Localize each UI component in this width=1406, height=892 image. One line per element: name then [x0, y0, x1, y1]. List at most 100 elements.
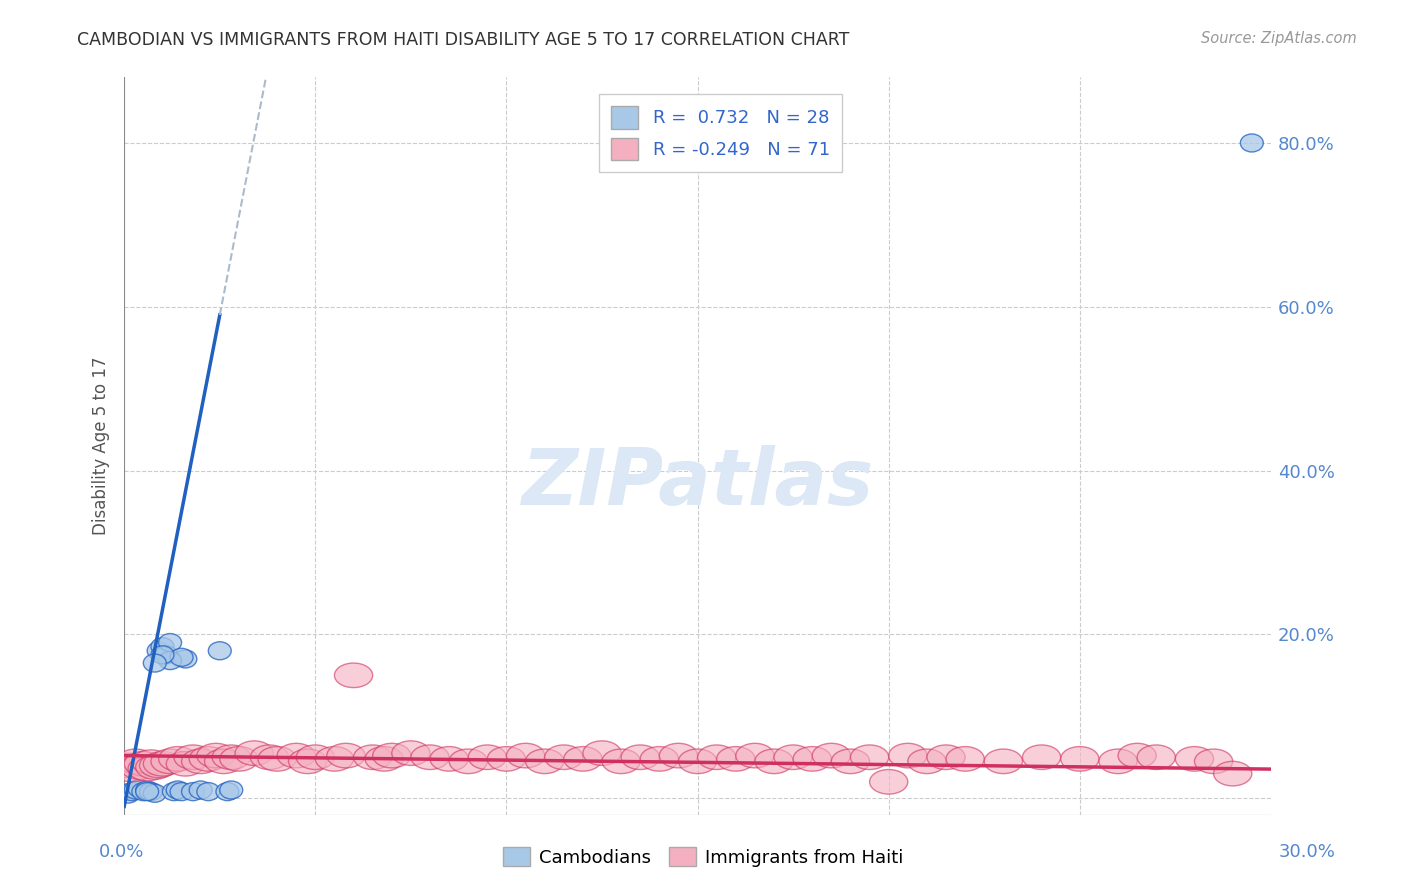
Ellipse shape — [583, 741, 621, 765]
Ellipse shape — [108, 753, 148, 778]
Ellipse shape — [208, 641, 231, 660]
Legend: Cambodians, Immigrants from Haiti: Cambodians, Immigrants from Haiti — [495, 840, 911, 874]
Ellipse shape — [117, 785, 139, 803]
Ellipse shape — [166, 781, 190, 799]
Ellipse shape — [755, 749, 793, 773]
Ellipse shape — [1099, 749, 1137, 773]
Ellipse shape — [174, 745, 212, 770]
Ellipse shape — [659, 743, 697, 768]
Ellipse shape — [927, 745, 965, 770]
Ellipse shape — [159, 633, 181, 651]
Ellipse shape — [150, 646, 174, 664]
Ellipse shape — [143, 751, 181, 776]
Ellipse shape — [163, 782, 186, 801]
Ellipse shape — [197, 782, 219, 801]
Ellipse shape — [1137, 745, 1175, 770]
Ellipse shape — [908, 749, 946, 773]
Ellipse shape — [544, 745, 583, 770]
Ellipse shape — [155, 646, 177, 664]
Ellipse shape — [170, 782, 193, 801]
Ellipse shape — [373, 743, 411, 768]
Ellipse shape — [159, 651, 181, 670]
Ellipse shape — [813, 743, 851, 768]
Ellipse shape — [697, 745, 735, 770]
Ellipse shape — [468, 745, 506, 770]
Ellipse shape — [889, 743, 927, 768]
Ellipse shape — [621, 745, 659, 770]
Ellipse shape — [132, 782, 155, 801]
Ellipse shape — [174, 650, 197, 668]
Ellipse shape — [851, 745, 889, 770]
Ellipse shape — [449, 749, 488, 773]
Ellipse shape — [235, 741, 273, 765]
Ellipse shape — [124, 781, 148, 799]
Ellipse shape — [353, 745, 392, 770]
Ellipse shape — [735, 743, 775, 768]
Ellipse shape — [117, 749, 155, 773]
Ellipse shape — [488, 747, 526, 772]
Ellipse shape — [124, 751, 163, 776]
Ellipse shape — [136, 782, 159, 801]
Ellipse shape — [831, 749, 869, 773]
Ellipse shape — [1213, 762, 1251, 786]
Ellipse shape — [411, 745, 449, 770]
Ellipse shape — [640, 747, 679, 772]
Ellipse shape — [392, 741, 430, 765]
Text: 30.0%: 30.0% — [1279, 843, 1336, 861]
Ellipse shape — [717, 747, 755, 772]
Ellipse shape — [136, 781, 159, 799]
Ellipse shape — [679, 749, 717, 773]
Ellipse shape — [219, 781, 243, 799]
Ellipse shape — [150, 638, 174, 656]
Ellipse shape — [190, 747, 228, 772]
Ellipse shape — [170, 648, 193, 666]
Ellipse shape — [366, 747, 404, 772]
Ellipse shape — [219, 747, 259, 772]
Y-axis label: Disability Age 5 to 17: Disability Age 5 to 17 — [93, 357, 110, 535]
Ellipse shape — [217, 782, 239, 801]
Ellipse shape — [112, 757, 150, 781]
Ellipse shape — [297, 745, 335, 770]
Ellipse shape — [602, 749, 640, 773]
Ellipse shape — [315, 747, 353, 772]
Ellipse shape — [335, 663, 373, 688]
Ellipse shape — [506, 743, 544, 768]
Ellipse shape — [121, 782, 143, 801]
Ellipse shape — [1118, 743, 1156, 768]
Legend: R =  0.732   N = 28, R = -0.249   N = 71: R = 0.732 N = 28, R = -0.249 N = 71 — [599, 94, 842, 172]
Ellipse shape — [143, 654, 166, 672]
Ellipse shape — [1060, 747, 1099, 772]
Ellipse shape — [139, 753, 177, 778]
Ellipse shape — [166, 751, 204, 776]
Ellipse shape — [128, 780, 150, 797]
Ellipse shape — [181, 782, 204, 801]
Ellipse shape — [204, 749, 243, 773]
Ellipse shape — [136, 755, 174, 780]
Ellipse shape — [148, 641, 170, 660]
Ellipse shape — [121, 755, 159, 780]
Ellipse shape — [1240, 134, 1264, 152]
Text: CAMBODIAN VS IMMIGRANTS FROM HAITI DISABILITY AGE 5 TO 17 CORRELATION CHART: CAMBODIAN VS IMMIGRANTS FROM HAITI DISAB… — [77, 31, 849, 49]
Ellipse shape — [128, 756, 166, 781]
Ellipse shape — [793, 747, 831, 772]
Ellipse shape — [159, 747, 197, 772]
Ellipse shape — [150, 749, 190, 773]
Ellipse shape — [326, 743, 366, 768]
Ellipse shape — [1022, 745, 1060, 770]
Ellipse shape — [250, 745, 288, 770]
Ellipse shape — [1175, 747, 1213, 772]
Ellipse shape — [1195, 749, 1233, 773]
Ellipse shape — [181, 749, 219, 773]
Ellipse shape — [190, 781, 212, 799]
Ellipse shape — [564, 747, 602, 772]
Ellipse shape — [984, 749, 1022, 773]
Ellipse shape — [197, 743, 235, 768]
Ellipse shape — [775, 745, 813, 770]
Text: Source: ZipAtlas.com: Source: ZipAtlas.com — [1201, 31, 1357, 46]
Ellipse shape — [212, 745, 250, 770]
Ellipse shape — [132, 750, 170, 774]
Ellipse shape — [946, 747, 984, 772]
Text: 0.0%: 0.0% — [98, 843, 143, 861]
Ellipse shape — [288, 749, 326, 773]
Ellipse shape — [526, 749, 564, 773]
